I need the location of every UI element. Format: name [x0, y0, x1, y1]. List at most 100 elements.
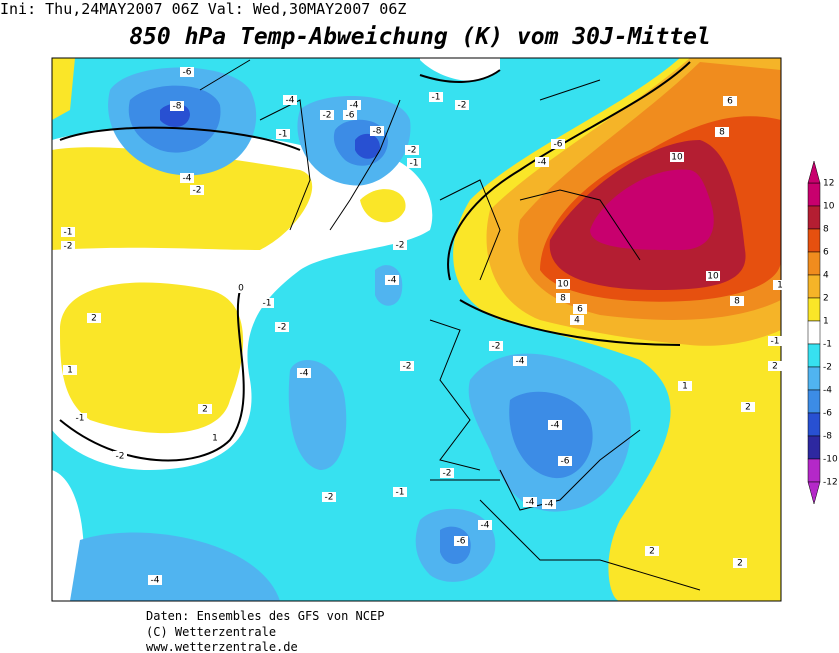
contour-label: -8 — [173, 102, 182, 112]
legend-swatch — [807, 205, 821, 230]
contour-label-bg — [283, 95, 297, 105]
contour-label: -2 — [64, 242, 73, 252]
contour-label-bg — [551, 139, 565, 149]
contour-label-bg — [405, 145, 419, 155]
contour-label: -6 — [554, 140, 563, 150]
contour-label-bg — [343, 110, 357, 120]
contour-label-bg — [730, 296, 744, 306]
legend-label: 10 — [823, 202, 835, 212]
legend-cap — [807, 481, 821, 505]
contour-label: 1 — [67, 366, 73, 376]
contour-label-bg — [385, 275, 399, 285]
contour-label: -4 — [183, 174, 192, 184]
legend-label: 4 — [823, 271, 829, 281]
contour-label-bg — [113, 451, 127, 461]
contour-label-bg — [723, 96, 737, 106]
contour-label: -1 — [771, 337, 780, 347]
legend-swatch — [807, 251, 821, 276]
legend-swatch — [807, 182, 821, 207]
contour-label: -2 — [193, 186, 202, 196]
contour-label-bg — [234, 283, 248, 293]
contour-label: 1 — [682, 382, 688, 392]
contour-label-bg — [768, 336, 782, 346]
contour-label: 2 — [772, 362, 778, 372]
init-line: Ini: Thu,24MAY2007 06Z Val: Wed,30MAY200… — [0, 0, 406, 18]
legend-swatch — [807, 228, 821, 253]
contour-label: -2 — [408, 146, 417, 156]
contour-label-bg — [260, 298, 274, 308]
contour-label: 8 — [560, 294, 566, 304]
contour-label-bg — [400, 361, 414, 371]
contour-label-bg — [73, 413, 87, 423]
legend-swatch — [807, 274, 821, 299]
legend-label: -2 — [823, 363, 832, 373]
contour-label-bg — [440, 468, 454, 478]
contour-label-bg — [429, 92, 443, 102]
footer-line: Daten: Ensembles des GFS von NCEP — [146, 609, 384, 623]
contour-label: -2 — [323, 111, 332, 121]
contour-label-bg — [393, 487, 407, 497]
contour-label: -2 — [278, 323, 287, 333]
contour-label: -2 — [443, 469, 452, 479]
legend-swatch — [807, 343, 821, 368]
contour-label-bg — [733, 558, 747, 568]
contour-label-bg — [715, 127, 729, 137]
contour-label-bg — [180, 67, 194, 77]
map-frame — [51, 57, 782, 602]
contour-label-bg — [645, 546, 659, 556]
legend-swatch — [807, 412, 821, 437]
contour-label: 8 — [719, 128, 725, 138]
legend-label: -1 — [823, 340, 832, 350]
footer-line: (C) Wetterzentrale — [146, 625, 276, 639]
contour-label: -4 — [388, 276, 397, 286]
contour-label: -1 — [396, 488, 405, 498]
contour-label-bg — [523, 497, 537, 507]
contour-label-bg — [275, 322, 289, 332]
contour-label: 2 — [737, 559, 743, 569]
legend-label: 6 — [823, 248, 829, 258]
contour-label: 0 — [238, 284, 244, 294]
contour-label: 1 — [777, 281, 783, 291]
contour-label-bg — [741, 402, 755, 412]
contour-label: 1 — [212, 434, 218, 444]
contour-label: -1 — [263, 299, 272, 309]
contour-label: 2 — [649, 547, 655, 557]
contour-label-bg — [87, 313, 101, 323]
contour-label: -4 — [151, 576, 160, 586]
contour-label: -2 — [403, 362, 412, 372]
contour-label: -4 — [350, 101, 359, 111]
contour-label-bg — [542, 499, 556, 509]
contour-label: 4 — [574, 316, 580, 326]
contour-label-bg — [297, 368, 311, 378]
contour-label-bg — [548, 420, 562, 430]
legend-label: 12 — [823, 179, 834, 189]
contour-label-bg — [455, 100, 469, 110]
contour-label-bg — [322, 492, 336, 502]
contour-label-bg — [773, 280, 787, 290]
contour-label-bg — [198, 404, 212, 414]
contour-label: 8 — [734, 297, 740, 307]
legend-label: -12 — [823, 478, 838, 488]
title: 850 hPa Temp-Abweichung (K) vom 30J-Mitt… — [129, 24, 711, 50]
contour-label-bg — [276, 129, 290, 139]
contour-label: -4 — [538, 158, 547, 168]
legend-swatch — [807, 297, 821, 322]
contour-label: 6 — [577, 305, 583, 315]
contour-label: -4 — [286, 96, 295, 106]
contour-label-bg — [556, 279, 570, 289]
contour-label-bg — [706, 271, 720, 281]
contour-label: -6 — [346, 111, 355, 121]
contour-label-bg — [670, 152, 684, 162]
contour-label: 6 — [727, 97, 733, 107]
contour-label-bg — [208, 433, 222, 443]
contour-label: -6 — [561, 457, 570, 467]
legend-swatch — [807, 435, 821, 460]
contour-label: 10 — [707, 272, 719, 282]
contour-label: 10 — [671, 153, 683, 163]
legend-label: -8 — [823, 432, 832, 442]
contour-label: -2 — [325, 493, 334, 503]
legend: 12 10 8 6 4 2 1 -1 -2 -4 -6 -8 -10 -12 — [807, 160, 838, 505]
legend-swatch — [807, 366, 821, 391]
contour-label-bg — [678, 381, 692, 391]
